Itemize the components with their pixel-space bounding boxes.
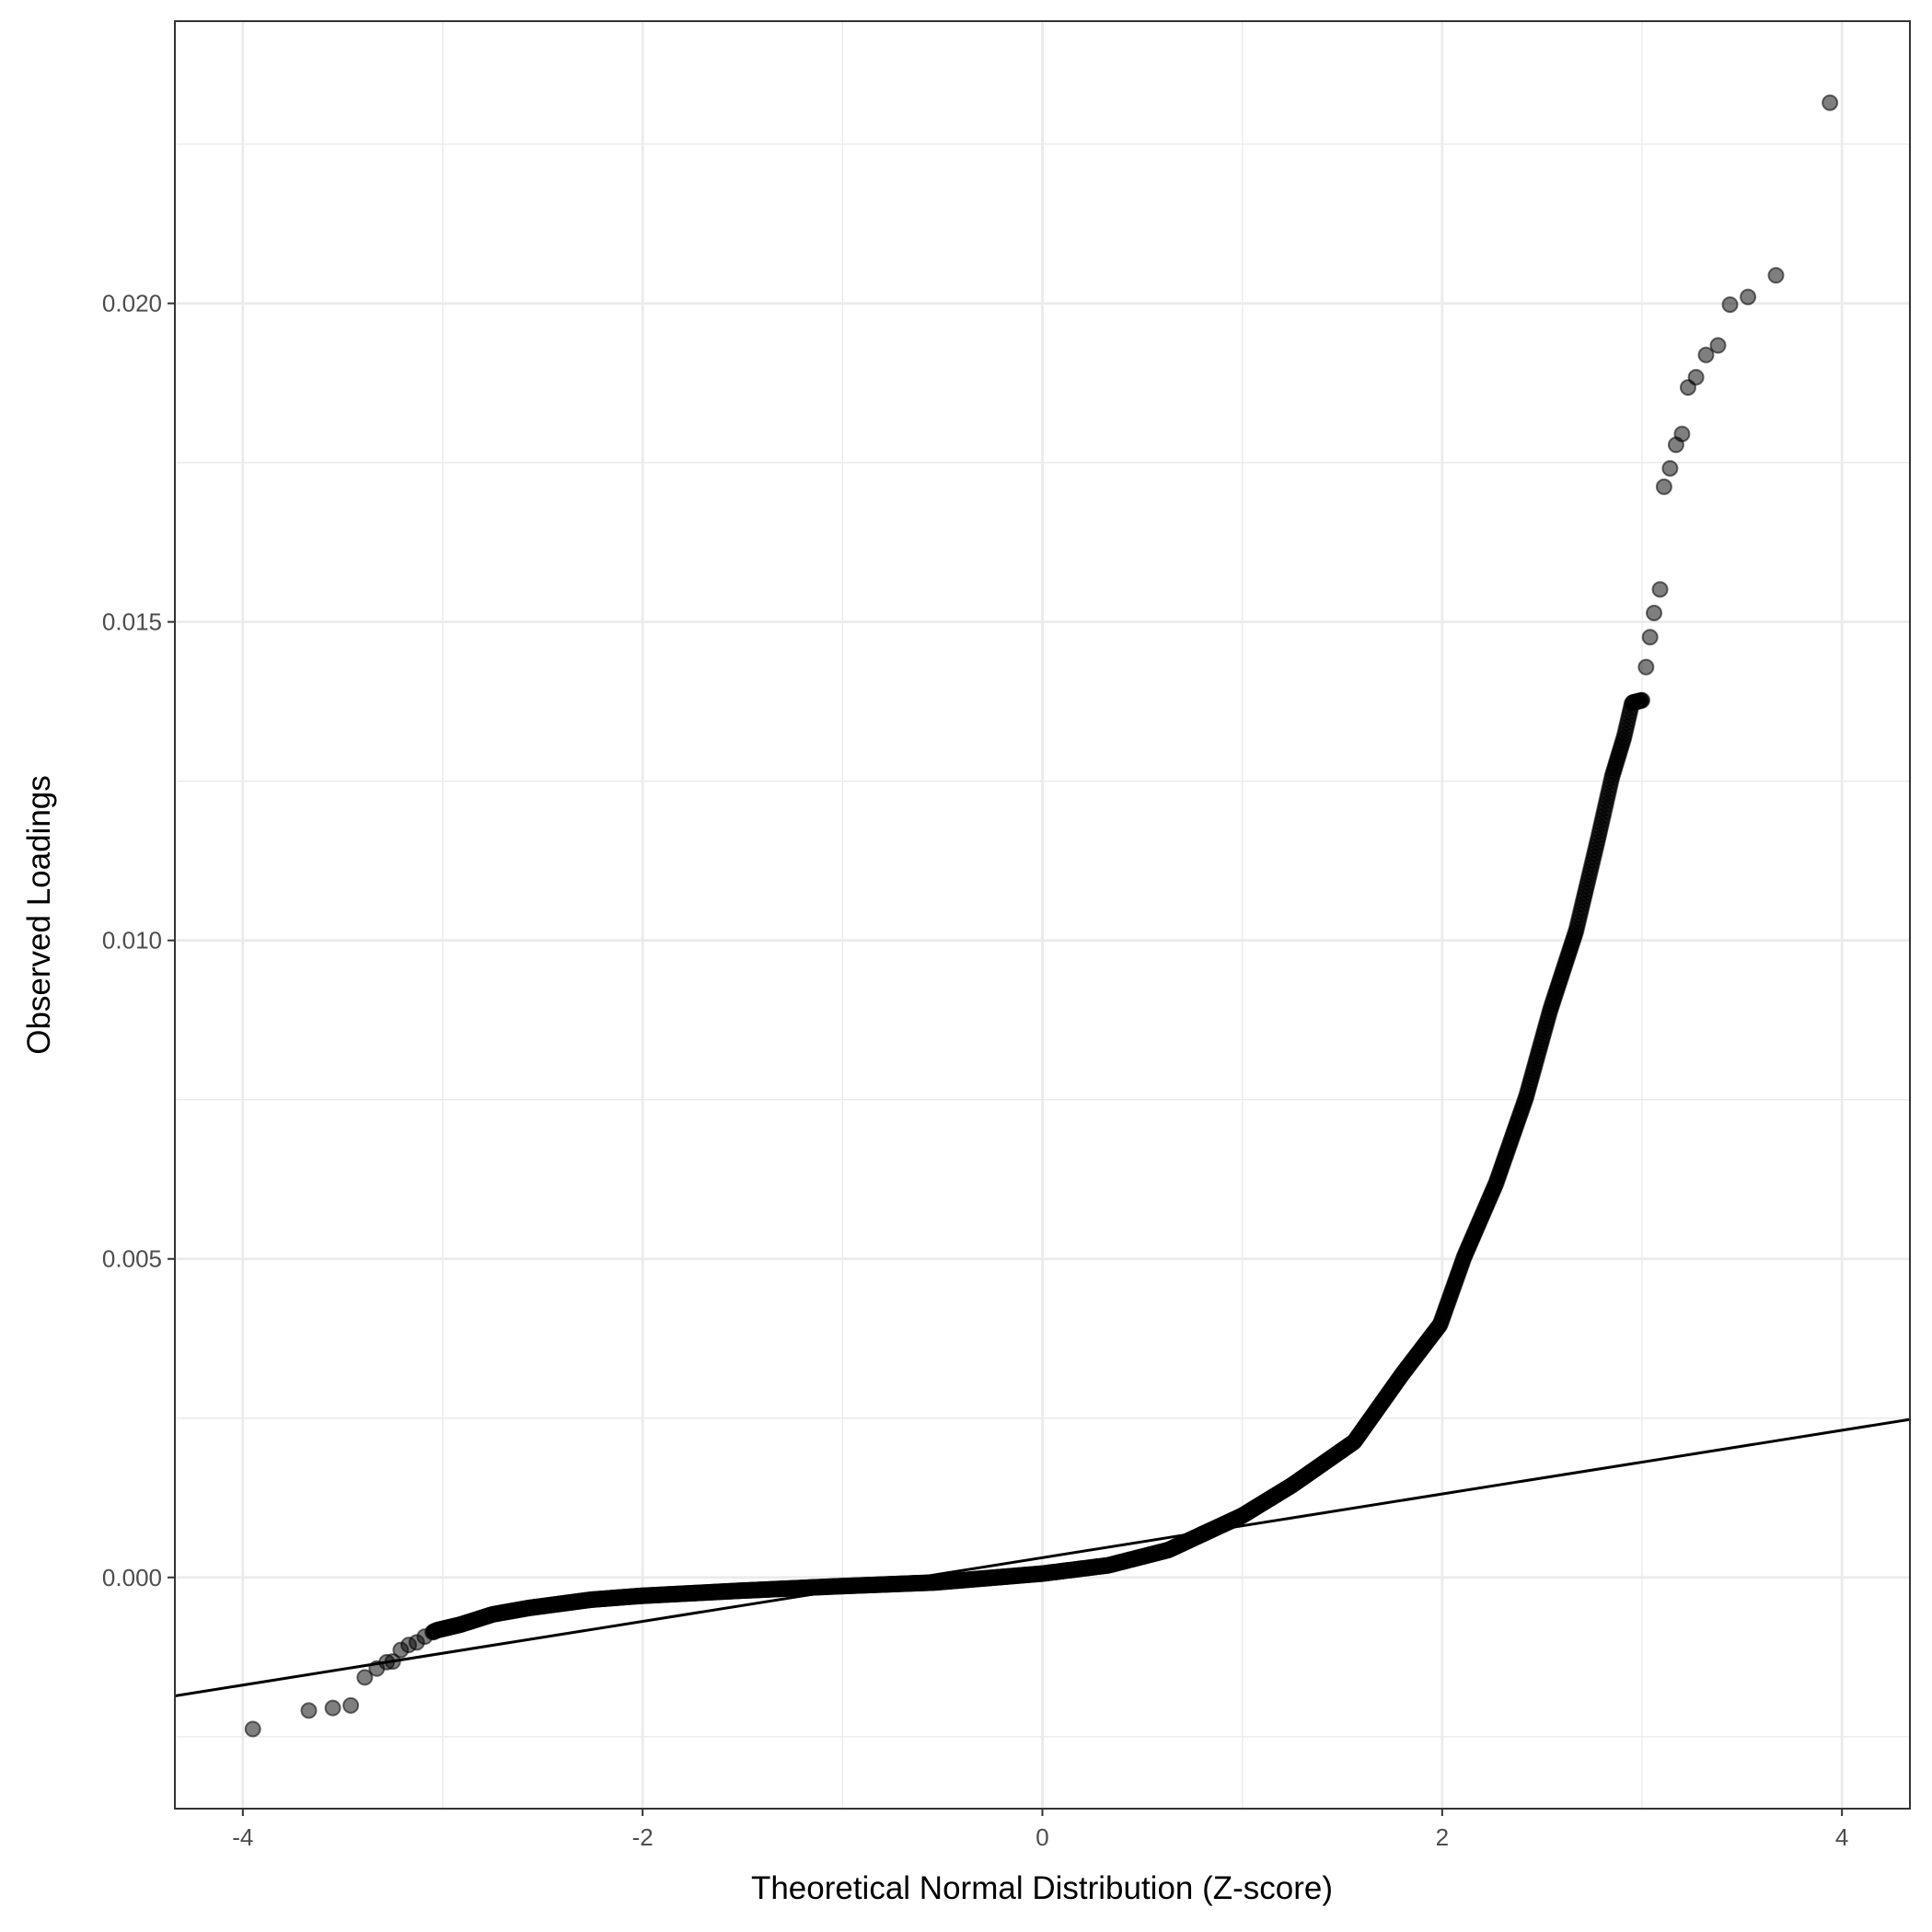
data-point bbox=[1822, 94, 1839, 111]
data-point bbox=[1687, 368, 1705, 386]
data-point bbox=[1767, 267, 1785, 284]
gridlines bbox=[175, 21, 1910, 1809]
data-point bbox=[1721, 295, 1739, 313]
data-point bbox=[324, 1699, 341, 1717]
data-points bbox=[244, 94, 1839, 1738]
x-tick-label: -2 bbox=[632, 1823, 654, 1851]
x-tick-label: 4 bbox=[1835, 1823, 1848, 1851]
data-point bbox=[1637, 658, 1655, 676]
y-tick-label: 0.005 bbox=[102, 1245, 162, 1273]
data-point bbox=[1740, 288, 1757, 306]
y-tick-label: 0.000 bbox=[102, 1564, 162, 1591]
data-point bbox=[1673, 425, 1691, 443]
data-point bbox=[416, 1628, 434, 1646]
data-point bbox=[1651, 581, 1669, 598]
x-tick-label: -4 bbox=[232, 1823, 253, 1851]
x-tick-label: 2 bbox=[1436, 1823, 1449, 1851]
reference-line bbox=[174, 1417, 1911, 1697]
y-tick-label: 0.020 bbox=[102, 290, 162, 318]
data-point bbox=[1646, 604, 1663, 621]
data-point bbox=[342, 1696, 360, 1714]
x-axis-title: Theoretical Normal Distribution (Z-score… bbox=[751, 1870, 1333, 1906]
data-point bbox=[1633, 691, 1650, 709]
data-point bbox=[1655, 478, 1672, 495]
y-tick-label: 0.010 bbox=[102, 927, 162, 954]
axes: -4 -2 0 2 4 0.000 0.005 0.010 0.015 0.020 bbox=[102, 290, 1848, 1851]
data-point bbox=[1697, 346, 1715, 364]
data-point bbox=[1661, 459, 1679, 477]
y-tick-label: 0.015 bbox=[102, 608, 162, 636]
data-point bbox=[1709, 337, 1727, 354]
data-point bbox=[1641, 629, 1659, 646]
data-point bbox=[244, 1720, 261, 1738]
data-point bbox=[300, 1702, 318, 1719]
y-axis-title: Observed Loadings bbox=[21, 775, 57, 1055]
data-point bbox=[356, 1669, 374, 1686]
x-tick-label: 0 bbox=[1035, 1823, 1048, 1851]
